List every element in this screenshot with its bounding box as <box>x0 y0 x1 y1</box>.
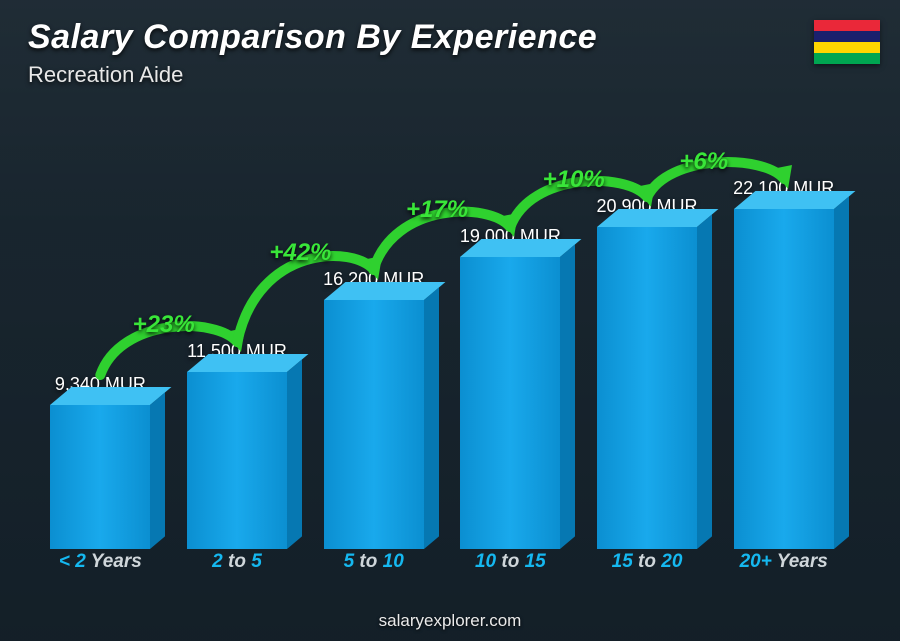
bar-front-face <box>187 372 287 549</box>
bar <box>597 227 697 549</box>
flag-stripe <box>814 20 880 31</box>
flag-stripe <box>814 31 880 42</box>
footer-attribution: salaryexplorer.com <box>0 611 900 631</box>
x-axis-category: 2 to 5 <box>169 551 306 581</box>
bar-slot: 20,900 MUR <box>579 196 716 549</box>
bar-front-face <box>50 405 150 549</box>
x-axis-category: 10 to 15 <box>442 551 579 581</box>
bars-container: 9,340 MUR11,500 MUR16,200 MUR19,000 MUR2… <box>32 110 852 549</box>
x-axis-category: < 2 Years <box>32 551 169 581</box>
bar-side-face <box>150 392 165 549</box>
flag-stripe <box>814 42 880 53</box>
bar-slot: 16,200 MUR <box>305 269 442 549</box>
x-axis-category: 5 to 10 <box>305 551 442 581</box>
bar-side-face <box>834 196 849 549</box>
bar <box>187 372 287 549</box>
bar-front-face <box>597 227 697 549</box>
bar-front-face <box>324 300 424 549</box>
chart-subtitle: Recreation Aide <box>28 62 183 88</box>
bar-front-face <box>460 257 560 549</box>
bar-side-face <box>287 359 302 549</box>
bar-side-face <box>424 287 439 549</box>
bar <box>734 209 834 549</box>
x-axis-category: 20+ Years <box>715 551 852 581</box>
flag-stripe <box>814 53 880 64</box>
bar <box>324 300 424 549</box>
bar-side-face <box>560 244 575 549</box>
x-axis-labels: < 2 Years2 to 55 to 1010 to 1515 to 2020… <box>32 551 852 581</box>
chart-stage: Salary Comparison By Experience Recreati… <box>0 0 900 641</box>
bar-slot: 19,000 MUR <box>442 226 579 549</box>
bar-front-face <box>734 209 834 549</box>
x-axis-category: 15 to 20 <box>579 551 716 581</box>
bar-slot: 11,500 MUR <box>169 341 306 549</box>
flag-icon <box>814 20 880 64</box>
chart-title: Salary Comparison By Experience <box>28 18 597 57</box>
bar <box>460 257 560 549</box>
chart-area: 9,340 MUR11,500 MUR16,200 MUR19,000 MUR2… <box>32 110 852 581</box>
bar <box>50 405 150 549</box>
bar-slot: 9,340 MUR <box>32 374 169 549</box>
bar-slot: 22,100 MUR <box>715 178 852 549</box>
bar-side-face <box>697 214 712 549</box>
